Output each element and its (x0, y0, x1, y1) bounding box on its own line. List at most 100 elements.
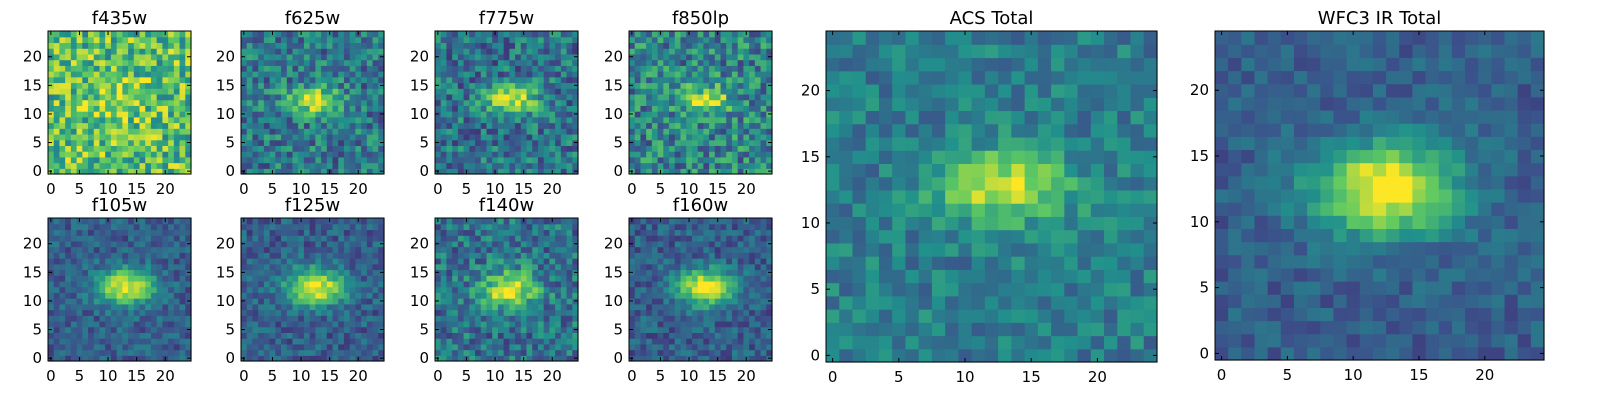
heatmap-cell (520, 326, 528, 333)
heatmap-cell (543, 31, 550, 38)
heatmap-cell (372, 223, 379, 231)
heatmap-cell (560, 48, 568, 55)
heatmap-cell (156, 145, 163, 152)
heatmap-cell (731, 303, 739, 311)
heatmap-cell (503, 42, 510, 49)
heatmap-cell (686, 338, 693, 345)
heatmap-cell (543, 88, 550, 95)
heatmap-cell (737, 145, 744, 152)
heatmap-cell (93, 111, 101, 118)
heatmap-cell (446, 343, 453, 351)
heatmap-cell (475, 263, 482, 271)
heatmap-cell (70, 93, 78, 101)
heatmap-cell (515, 76, 522, 84)
heatmap-cell (743, 36, 750, 44)
heatmap-cell (537, 36, 545, 44)
heatmap-cell (537, 71, 545, 78)
heatmap-cell (497, 162, 505, 169)
heatmap-cell (475, 151, 482, 158)
heatmap-cell (355, 99, 362, 106)
heatmap-cell (303, 269, 311, 276)
heatmap-cell (355, 59, 362, 66)
heatmap-cell (543, 82, 550, 89)
heatmap-cell (532, 139, 539, 146)
heatmap-cell (48, 252, 55, 259)
heatmap-cell (343, 246, 351, 253)
heatmap-cell (526, 139, 533, 146)
heatmap-cell (697, 111, 704, 118)
heatmap-cell (469, 252, 476, 259)
heatmap-cell (646, 42, 653, 49)
heatmap-cell (435, 133, 442, 141)
heatmap-cell (128, 258, 135, 265)
heatmap-cell (469, 263, 476, 271)
heatmap-cell (520, 53, 528, 61)
heatmap-cell (509, 315, 516, 322)
heatmap-cell (492, 99, 499, 106)
heatmap-cell (714, 332, 722, 339)
heatmap-cell (372, 286, 379, 293)
heatmap-cell (509, 303, 516, 311)
heatmap-cell (263, 162, 271, 169)
heatmap-cell (343, 298, 351, 305)
heatmap-cell (93, 326, 101, 333)
heatmap-cell (281, 53, 288, 61)
heatmap-cell (572, 133, 579, 141)
heatmap-cell (486, 343, 493, 351)
heatmap-cell (566, 36, 573, 44)
heatmap-cell (520, 145, 528, 152)
heatmap-cell (634, 162, 642, 169)
heatmap-cell (246, 292, 254, 299)
heatmap-cell (566, 88, 573, 95)
heatmap-cell (457, 42, 465, 49)
heatmap-cell (156, 133, 163, 141)
heatmap-cell (179, 116, 186, 124)
heatmap-cell (537, 93, 545, 101)
heatmap-cell (674, 280, 682, 288)
heatmap-cell (651, 275, 659, 282)
heatmap-cell (156, 258, 163, 265)
heatmap-cell (309, 145, 316, 152)
heatmap-cell (532, 246, 539, 253)
heatmap-cell (65, 349, 72, 356)
heatmap-cell (269, 42, 276, 49)
heatmap-cell (572, 36, 579, 44)
heatmap-cell (537, 292, 545, 299)
heatmap-cell (162, 88, 169, 95)
heatmap-cell (680, 128, 687, 135)
heatmap-cell (252, 82, 259, 89)
heatmap-cell (766, 105, 773, 112)
heatmap-cell (555, 36, 562, 44)
heatmap-cell (241, 128, 248, 135)
heatmap-cell (532, 122, 539, 129)
heatmap-cell (697, 139, 704, 146)
heatmap-cell (543, 343, 550, 351)
heatmap-cell (457, 31, 465, 38)
heatmap-cell (549, 275, 556, 282)
heatmap-cell (252, 53, 259, 61)
heatmap-cell (298, 82, 305, 89)
heatmap-cell (737, 71, 744, 78)
heatmap-cell (263, 326, 271, 333)
heatmap-cell (292, 332, 299, 339)
heatmap-cell (537, 280, 545, 288)
heatmap-cell (486, 332, 493, 339)
heatmap-cell (555, 235, 562, 242)
heatmap-cell (555, 42, 562, 49)
heatmap-cell (555, 298, 562, 305)
heatmap-cell (355, 343, 362, 351)
heatmap-cell (515, 252, 522, 259)
heatmap-cell (703, 133, 710, 141)
heatmap-cell (122, 82, 129, 89)
heatmap-cell (263, 76, 271, 84)
heatmap-cell (640, 275, 647, 282)
heatmap-cell (258, 343, 265, 351)
heatmap-cell (355, 326, 362, 333)
heatmap-cell (537, 309, 545, 316)
heatmap-cell (372, 246, 379, 253)
heatmap-cell (697, 349, 704, 356)
heatmap-cell (309, 309, 316, 316)
heatmap-cell (252, 332, 259, 339)
heatmap-cell (469, 168, 476, 175)
heatmap-cell (657, 99, 664, 106)
